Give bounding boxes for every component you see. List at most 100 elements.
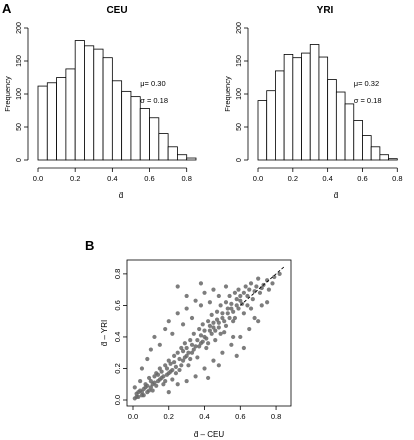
scatter-point <box>182 341 187 346</box>
histogram-bar <box>327 79 337 161</box>
scatter-point <box>248 306 254 311</box>
x-tick-label: 0.0 <box>253 174 263 183</box>
scatter-point <box>222 330 227 335</box>
histogram-bar <box>292 57 302 161</box>
histogram-bar <box>309 44 320 161</box>
scatter-point <box>177 367 182 373</box>
scatter-point <box>166 390 171 395</box>
scatter-point <box>236 287 241 292</box>
y-tick-label: 0.0 <box>113 395 122 405</box>
scatter-point <box>202 366 207 371</box>
scatter-point <box>266 287 272 292</box>
scatter-point <box>272 274 277 280</box>
histogram-ceu: CEU 0 50 100 150 200 Frequency 0.0 0.2 0.4 0.6 0.8 d… <box>3 5 197 200</box>
scatter-point <box>257 290 263 295</box>
scatter-point <box>214 309 220 314</box>
scatter-point <box>152 334 157 340</box>
histogram-bar <box>93 48 104 161</box>
scatter-point <box>231 334 236 340</box>
scatter-point <box>189 342 195 347</box>
histogram-bar <box>84 45 95 161</box>
x-tick-label: 0.2 <box>164 412 174 421</box>
scatter-point <box>180 322 186 327</box>
scatter-point <box>207 328 212 333</box>
x-tick-label: 0.0 <box>33 174 43 183</box>
chart-title: CEU <box>106 5 127 16</box>
panel-label-b: B <box>85 238 94 253</box>
x-axis-label: d̄ <box>119 191 123 200</box>
y-tick-label: 200 <box>16 22 23 34</box>
chart-title: YRI <box>317 5 334 16</box>
scatter-point <box>213 328 218 333</box>
scatter-point <box>148 378 153 384</box>
histogram-bar <box>111 80 123 161</box>
scatter-point <box>234 297 239 302</box>
x-tick-label: 0.2 <box>288 174 298 183</box>
scatter-point <box>159 369 164 374</box>
x-tick-label: 0.2 <box>70 174 80 183</box>
stat-sd: σ = 0.18 <box>354 96 382 105</box>
y-tick-label: 50 <box>236 123 243 131</box>
scatter-point <box>157 366 162 371</box>
scatter-point <box>166 319 171 324</box>
histogram-bar <box>257 100 268 161</box>
scatter-point <box>146 388 152 393</box>
y-tick-label: 0 <box>16 158 23 162</box>
scatter-point <box>220 315 225 321</box>
scatter-point <box>209 312 214 317</box>
histogram-bar <box>318 56 329 161</box>
scatter-point <box>202 328 207 333</box>
scatter-point <box>161 374 166 379</box>
x-tick-label: 0.4 <box>322 174 332 183</box>
histogram-bar <box>167 146 178 161</box>
scatter-point <box>229 342 234 347</box>
histogram-bar <box>301 52 311 161</box>
scatter-point <box>191 347 196 352</box>
scatter-ceu-vs-yri: 0.0 0.2 0.4 0.6 0.8 d̄ – CEU 0.0 0.2 0.4 0.6 0.8 d̄… <box>100 259 292 439</box>
scatter-point <box>189 350 195 355</box>
scatter-point <box>270 281 275 286</box>
scatter-point <box>188 337 193 343</box>
scatter-point <box>145 383 150 388</box>
stat-mean: μ= 0.30 <box>140 79 165 88</box>
y-tick-label: 0 <box>236 158 243 162</box>
x-tick-label: 0.0 <box>128 412 138 421</box>
scatter-point <box>200 339 205 344</box>
y-tick-label: 100 <box>236 88 243 100</box>
scatter-point <box>256 276 261 281</box>
x-tick-label: 0.6 <box>357 174 367 183</box>
scatter-point <box>227 315 232 321</box>
scatter-point <box>191 331 196 336</box>
scatter-point <box>132 385 137 390</box>
scatter-point <box>206 319 211 324</box>
scatter-point <box>202 290 207 295</box>
scatter-point <box>146 375 152 381</box>
histogram-bar <box>74 40 85 161</box>
x-tick-label: 0.4 <box>107 174 117 183</box>
scatter-point <box>157 342 162 347</box>
x-axis-label: d̄ – CEU <box>194 430 224 439</box>
scatter-point <box>164 366 170 371</box>
scatter-point <box>182 355 187 360</box>
scatter-point <box>229 306 234 311</box>
scatter-point <box>180 349 186 354</box>
scatter-point <box>238 293 243 299</box>
y-tick-label: 150 <box>16 55 23 67</box>
y-axis-label: Frequency <box>223 76 232 112</box>
scatter-point <box>204 336 209 341</box>
x-tick-label: 0.6 <box>235 412 245 421</box>
histogram-bar <box>149 117 160 161</box>
scatter-point <box>197 326 202 332</box>
scatter-point <box>186 350 191 355</box>
y-tick-label: 0.2 <box>113 363 122 373</box>
scatter-point <box>173 371 179 376</box>
x-tick-label: 0.8 <box>181 174 191 183</box>
scatter-point <box>188 356 193 362</box>
scatter-point <box>216 363 221 368</box>
scatter-point <box>172 353 177 358</box>
scatter-point <box>223 284 229 289</box>
scatter-point <box>138 378 143 384</box>
scatter-point <box>175 311 180 316</box>
scatter-point <box>170 331 175 336</box>
scatter-point <box>148 347 153 352</box>
